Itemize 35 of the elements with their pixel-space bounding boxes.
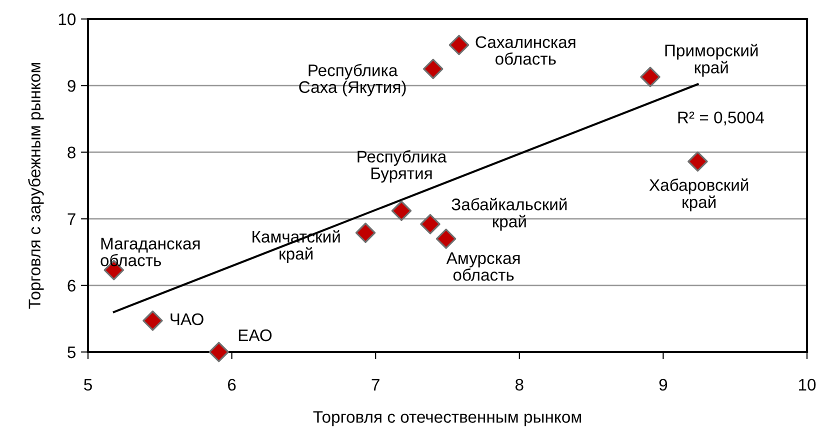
y-tick-label: 7 xyxy=(68,213,76,225)
y-tick-label: 6 xyxy=(68,280,76,292)
y-tick-label: 8 xyxy=(68,146,76,158)
y-tick-label: 5 xyxy=(68,346,76,358)
x-tick-label: 8 xyxy=(515,378,524,391)
point xyxy=(208,342,230,362)
x-tick-label: 5 xyxy=(84,379,92,391)
point xyxy=(448,34,470,56)
annotation: Сахалинская область xyxy=(476,36,576,65)
y-tick-label: 9 xyxy=(68,80,76,92)
x-tick-label: 6 xyxy=(228,378,236,391)
annotation: Забайкальский край xyxy=(452,198,567,231)
point xyxy=(688,151,708,172)
annotation: R² = 0,5004 xyxy=(678,112,764,126)
x-axis-title: Торговля с отечественным рынком xyxy=(313,411,581,426)
annotation: ЕАО xyxy=(238,329,272,342)
point xyxy=(391,200,412,221)
point xyxy=(640,66,660,88)
point xyxy=(355,222,376,243)
annotation: Амурская область xyxy=(446,252,520,281)
point xyxy=(142,310,163,331)
y-axis-title: Торговля с зарубежным рынком xyxy=(28,63,44,309)
annotation: Республика Бурятия xyxy=(358,150,447,183)
annotation: Республика Саха (Якутия) xyxy=(299,64,406,96)
annotation: Хабаровский край xyxy=(649,178,748,212)
annotation: ЧАО xyxy=(170,313,204,326)
point xyxy=(422,58,444,80)
x-tick-label: 10 xyxy=(799,378,816,391)
annotation: Приморский край xyxy=(665,44,758,77)
y-tick-label: 10 xyxy=(58,13,76,26)
point xyxy=(436,228,456,249)
x-tick-label: 7 xyxy=(372,379,380,390)
annotation: Магаданская область xyxy=(100,238,200,266)
x-tick-label: 9 xyxy=(659,378,668,391)
point xyxy=(420,214,440,234)
